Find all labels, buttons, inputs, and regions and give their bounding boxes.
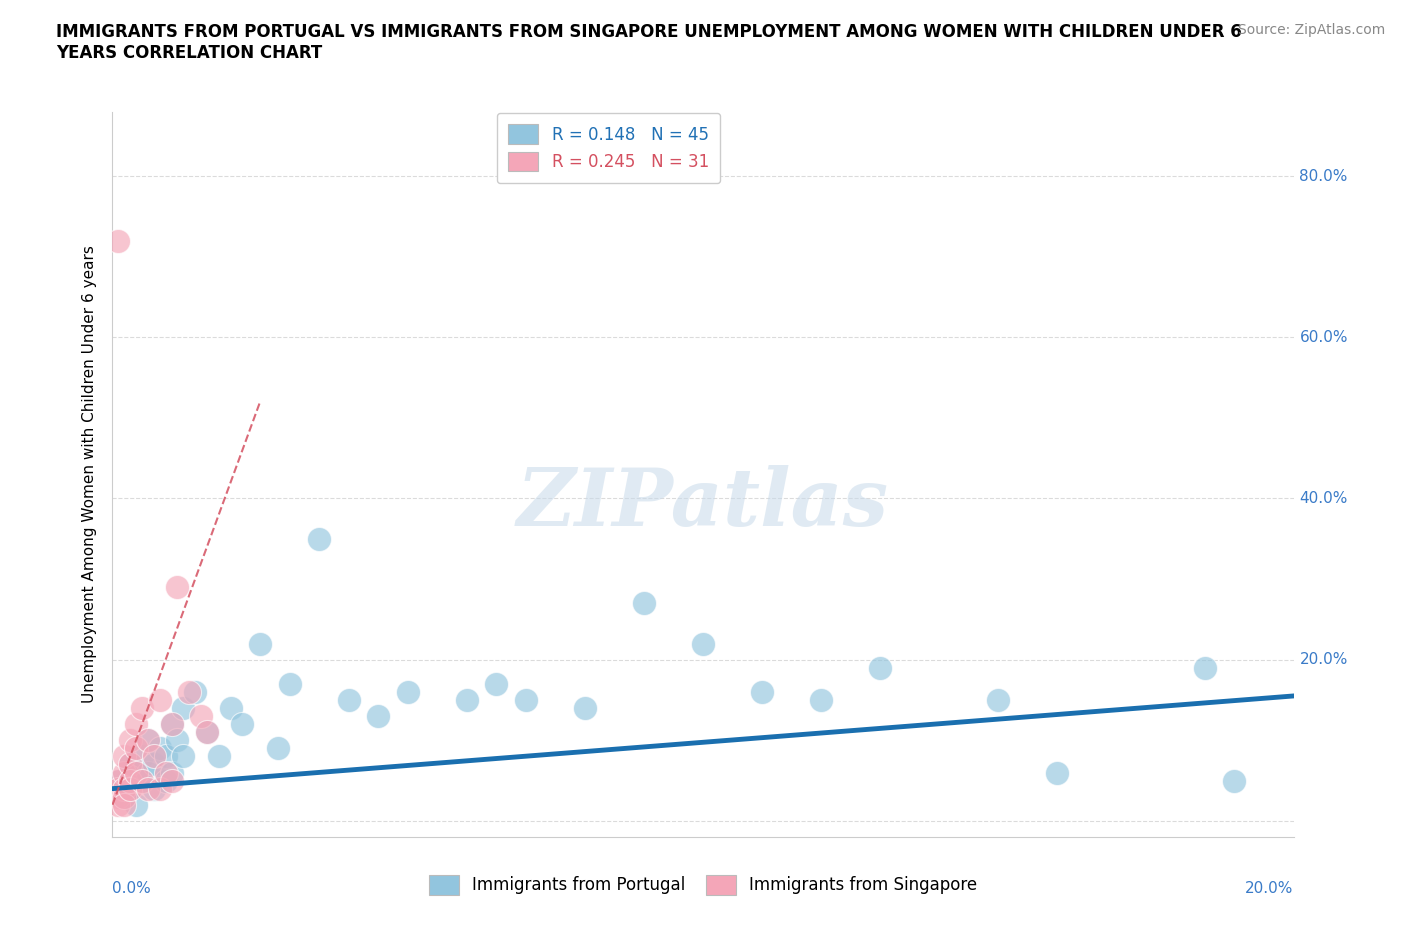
Point — [125, 765, 148, 780]
Point — [112, 781, 135, 796]
Point — [810, 693, 832, 708]
Text: Source: ZipAtlas.com: Source: ZipAtlas.com — [1237, 23, 1385, 37]
Point — [190, 709, 212, 724]
Point — [125, 741, 148, 756]
Point — [149, 781, 172, 796]
Point — [125, 765, 148, 780]
Point — [367, 709, 389, 724]
Y-axis label: Unemployment Among Women with Children Under 6 years: Unemployment Among Women with Children U… — [82, 246, 97, 703]
Text: YEARS CORRELATION CHART: YEARS CORRELATION CHART — [56, 44, 322, 61]
Point — [155, 749, 177, 764]
Point — [112, 790, 135, 804]
Point — [166, 579, 188, 594]
Point — [485, 676, 508, 691]
Point — [249, 636, 271, 651]
Point — [112, 765, 135, 780]
Point — [107, 790, 129, 804]
Point — [208, 749, 231, 764]
Point — [1046, 765, 1069, 780]
Point — [195, 724, 218, 739]
Point — [120, 757, 142, 772]
Point — [160, 717, 183, 732]
Text: 20.0%: 20.0% — [1246, 881, 1294, 896]
Text: 40.0%: 40.0% — [1299, 491, 1348, 506]
Point — [107, 233, 129, 248]
Point — [160, 773, 183, 788]
Point — [869, 660, 891, 675]
Point — [120, 757, 142, 772]
Point — [267, 741, 290, 756]
Point — [125, 717, 148, 732]
Point — [107, 797, 129, 812]
Point — [131, 749, 153, 764]
Point — [149, 693, 172, 708]
Point — [219, 700, 242, 715]
Text: 60.0%: 60.0% — [1299, 330, 1348, 345]
Point — [179, 684, 201, 699]
Point — [751, 684, 773, 699]
Point — [136, 781, 159, 796]
Point — [136, 765, 159, 780]
Point — [120, 781, 142, 796]
Point — [166, 733, 188, 748]
Point — [131, 773, 153, 788]
Point — [574, 700, 596, 715]
Point — [120, 733, 142, 748]
Point — [515, 693, 537, 708]
Point — [131, 700, 153, 715]
Point — [396, 684, 419, 699]
Point — [142, 781, 165, 796]
Point — [987, 693, 1010, 708]
Point — [136, 733, 159, 748]
Point — [172, 749, 194, 764]
Text: IMMIGRANTS FROM PORTUGAL VS IMMIGRANTS FROM SINGAPORE UNEMPLOYMENT AMONG WOMEN W: IMMIGRANTS FROM PORTUGAL VS IMMIGRANTS F… — [56, 23, 1241, 41]
Point — [155, 773, 177, 788]
Text: ZIPatlas: ZIPatlas — [517, 465, 889, 542]
Point — [172, 700, 194, 715]
Point — [107, 781, 129, 796]
Point — [112, 749, 135, 764]
Point — [160, 717, 183, 732]
Point — [142, 757, 165, 772]
Text: 80.0%: 80.0% — [1299, 168, 1348, 183]
Point — [1194, 660, 1216, 675]
Point — [107, 773, 129, 788]
Point — [308, 531, 330, 546]
Point — [136, 733, 159, 748]
Point — [337, 693, 360, 708]
Point — [131, 773, 153, 788]
Point — [184, 684, 207, 699]
Point — [155, 765, 177, 780]
Point — [120, 773, 142, 788]
Point — [112, 790, 135, 804]
Point — [456, 693, 478, 708]
Point — [112, 797, 135, 812]
Text: 0.0%: 0.0% — [112, 881, 152, 896]
Point — [633, 596, 655, 611]
Point — [1223, 773, 1246, 788]
Point — [107, 773, 129, 788]
Point — [142, 749, 165, 764]
Point — [149, 741, 172, 756]
Point — [692, 636, 714, 651]
Legend: Immigrants from Portugal, Immigrants from Singapore: Immigrants from Portugal, Immigrants fro… — [422, 869, 984, 901]
Point — [231, 717, 253, 732]
Point — [125, 797, 148, 812]
Point — [120, 781, 142, 796]
Point — [195, 724, 218, 739]
Point — [278, 676, 301, 691]
Point — [160, 765, 183, 780]
Text: 20.0%: 20.0% — [1299, 652, 1348, 667]
